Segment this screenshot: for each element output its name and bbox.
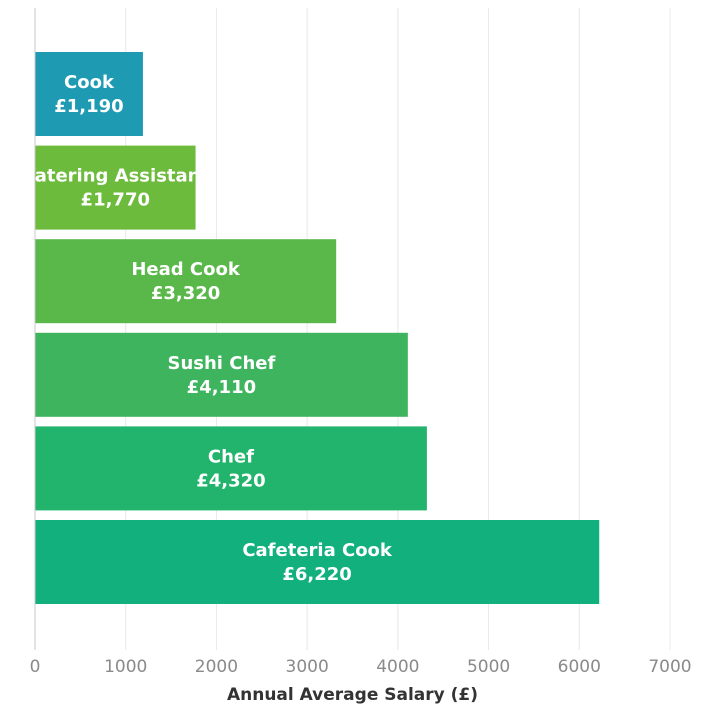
- x-tick-label: 3000: [286, 657, 329, 677]
- bar-chef: [35, 426, 427, 511]
- bar-value-label: £3,320: [151, 283, 220, 304]
- bar-cook: [35, 52, 143, 136]
- bar-category-label: Head Cook: [131, 259, 241, 280]
- x-axis-ticks: 0 1000 2000 3000 4000 5000 6000 7000: [30, 657, 692, 677]
- bar-sushi-chef: [35, 332, 408, 417]
- bar-value-label: £4,320: [196, 470, 265, 491]
- x-tick-label: 6000: [558, 657, 601, 677]
- bar-cafeteria-cook: [35, 520, 600, 604]
- bar-value-label: £1,770: [81, 190, 150, 211]
- bar-labels: Cook £1,190 Catering Assistant £1,770 Head C…: [21, 72, 393, 585]
- bar-value-label: £1,190: [54, 96, 123, 117]
- gridlines: [125, 8, 671, 650]
- bar-category-label: Cafeteria Cook: [242, 540, 393, 561]
- x-tick-label: 2000: [195, 657, 238, 677]
- bar-value-label: £4,110: [187, 377, 256, 398]
- bar-catering-assistant: [35, 145, 196, 230]
- x-tick-label: 5000: [467, 657, 510, 677]
- x-axis-title: Annual Average Salary (£): [227, 685, 478, 705]
- bar-category-label: Cook: [64, 72, 115, 93]
- x-tick-label: 4000: [376, 657, 419, 677]
- x-tick-label: 1000: [104, 657, 147, 677]
- bars: [35, 52, 600, 604]
- bar-category-label: Chef: [208, 446, 254, 467]
- bar-head-cook: [35, 239, 337, 324]
- bar-value-label: £6,220: [282, 564, 351, 585]
- x-tick-label: 7000: [648, 657, 691, 677]
- bar-category-label: Catering Assistant: [21, 166, 209, 187]
- x-tick-label: 0: [30, 657, 41, 677]
- bar-category-label: Sushi Chef: [168, 353, 276, 374]
